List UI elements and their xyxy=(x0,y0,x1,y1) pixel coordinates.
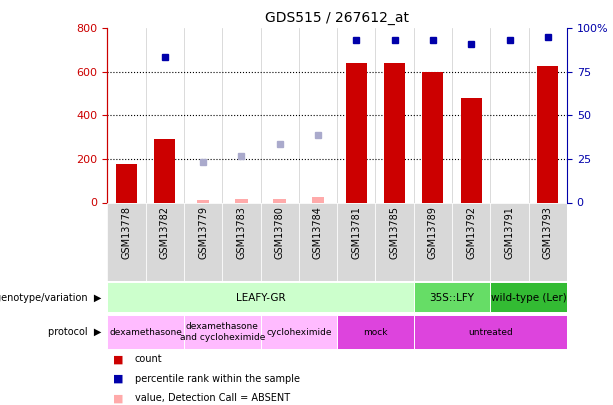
Text: GSM13780: GSM13780 xyxy=(275,207,284,259)
Text: value, Detection Call = ABSENT: value, Detection Call = ABSENT xyxy=(135,393,290,403)
Bar xyxy=(261,315,337,348)
Bar xyxy=(422,72,443,202)
Bar xyxy=(107,315,184,348)
Bar xyxy=(414,202,452,281)
Text: GSM13778: GSM13778 xyxy=(121,207,131,260)
Title: GDS515 / 267612_at: GDS515 / 267612_at xyxy=(265,11,409,25)
Text: GSM13793: GSM13793 xyxy=(543,207,553,259)
Text: GSM13784: GSM13784 xyxy=(313,207,323,259)
Text: wild-type (Ler): wild-type (Ler) xyxy=(491,293,566,303)
Text: genotype/variation  ▶: genotype/variation ▶ xyxy=(0,293,101,303)
Bar xyxy=(375,202,414,281)
Bar xyxy=(116,164,137,202)
Text: untreated: untreated xyxy=(468,328,513,337)
Text: ■: ■ xyxy=(113,354,124,364)
Bar xyxy=(538,66,558,202)
Text: GSM13781: GSM13781 xyxy=(351,207,361,259)
Text: GSM13783: GSM13783 xyxy=(237,207,246,259)
Text: GSM13789: GSM13789 xyxy=(428,207,438,259)
Bar xyxy=(145,202,184,281)
Text: ■: ■ xyxy=(113,393,124,403)
Text: GSM13792: GSM13792 xyxy=(466,207,476,260)
Bar xyxy=(528,202,567,281)
Bar xyxy=(261,202,299,281)
Text: dexamethasone: dexamethasone xyxy=(109,328,182,337)
Bar xyxy=(235,199,248,202)
Text: percentile rank within the sample: percentile rank within the sample xyxy=(135,374,300,384)
Bar xyxy=(414,315,567,348)
Bar xyxy=(452,202,490,281)
Bar xyxy=(184,202,222,281)
Bar xyxy=(490,202,528,281)
Text: GSM13779: GSM13779 xyxy=(198,207,208,260)
Text: ■: ■ xyxy=(113,374,124,384)
Text: protocol  ▶: protocol ▶ xyxy=(48,327,101,337)
Bar xyxy=(414,282,490,312)
Bar xyxy=(299,202,337,281)
Bar xyxy=(490,282,567,312)
Bar xyxy=(107,202,145,281)
Bar xyxy=(154,139,175,202)
Text: GSM13782: GSM13782 xyxy=(160,207,170,260)
Bar xyxy=(337,315,414,348)
Bar xyxy=(311,197,324,202)
Text: LEAFY-GR: LEAFY-GR xyxy=(236,293,285,303)
Bar xyxy=(384,63,405,202)
Text: mock: mock xyxy=(364,328,387,337)
Bar xyxy=(222,202,261,281)
Bar xyxy=(197,200,210,202)
Bar xyxy=(337,202,375,281)
Bar xyxy=(346,63,367,202)
Text: dexamethasone
and cycloheximide: dexamethasone and cycloheximide xyxy=(180,322,265,342)
Text: cycloheximide: cycloheximide xyxy=(266,328,332,337)
Bar xyxy=(461,98,482,202)
Bar xyxy=(273,199,286,202)
Text: GSM13791: GSM13791 xyxy=(504,207,514,259)
Text: count: count xyxy=(135,354,162,364)
Bar xyxy=(107,282,414,312)
Text: 35S::LFY: 35S::LFY xyxy=(430,293,474,303)
Bar xyxy=(184,315,261,348)
Text: GSM13785: GSM13785 xyxy=(390,207,400,260)
